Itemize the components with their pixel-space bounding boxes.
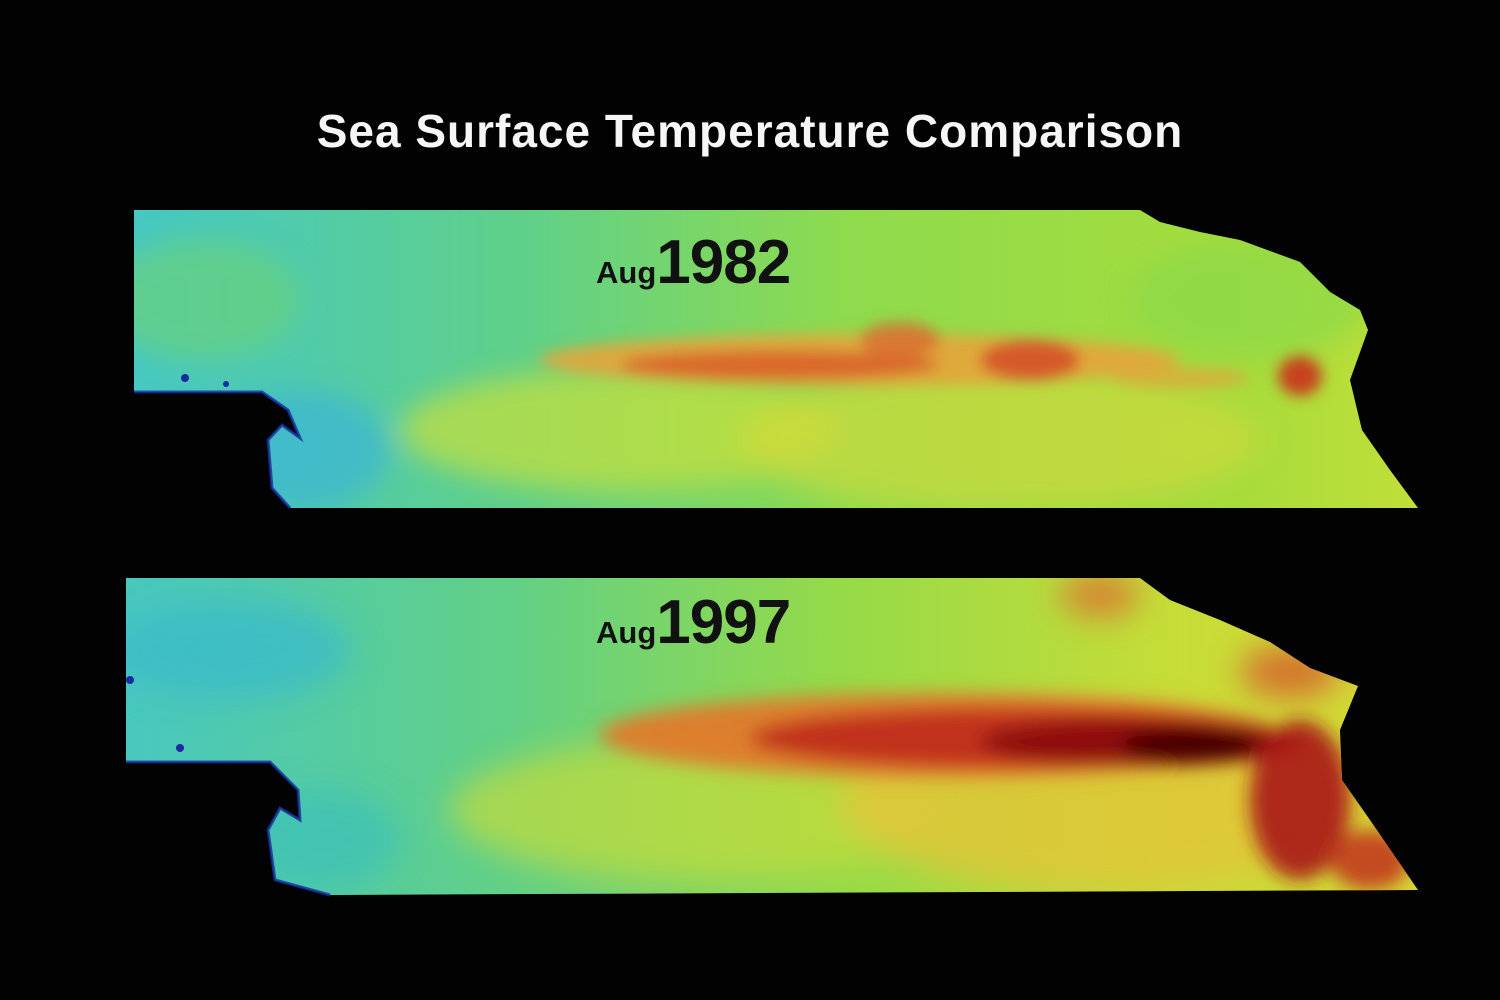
year-label: 1982 [656, 228, 791, 297]
date-label-1997: Aug1997 [596, 592, 791, 654]
date-label-1982: Aug1982 [596, 232, 791, 294]
year-label: 1997 [656, 588, 791, 657]
month-label: Aug [596, 615, 657, 650]
page-title: Sea Surface Temperature Comparison [316, 105, 1184, 157]
month-label: Aug [596, 255, 657, 290]
